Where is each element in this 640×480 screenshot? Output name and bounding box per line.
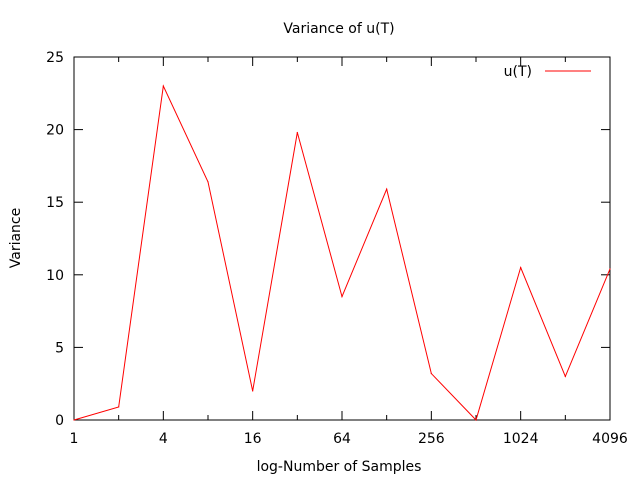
data-point (341, 295, 343, 298)
chart-title: Variance of u(T) (283, 21, 394, 37)
y-tick-label: 0 (55, 413, 64, 429)
data-point (609, 268, 611, 270)
x-tick-label: 1024 (503, 431, 539, 447)
y-tick-label: 15 (46, 195, 64, 211)
x-tick-label: 4096 (592, 431, 628, 447)
legend: u(T) (504, 64, 591, 80)
data-point (520, 266, 522, 269)
data-point (73, 419, 75, 421)
data-point (207, 181, 209, 183)
y-tick-label: 20 (46, 123, 64, 139)
data-point (386, 188, 388, 190)
data-point (564, 375, 566, 378)
x-tick-label: 256 (418, 431, 445, 447)
data-point (252, 390, 254, 392)
data-point (430, 372, 432, 375)
axis-ticks: 1 4 16 64 256 1024 4096 0 5 10 15 20 25 (46, 50, 628, 447)
data-point (118, 406, 120, 408)
x-tick-label: 4 (159, 431, 168, 447)
x-tick-label: 64 (333, 431, 351, 447)
y-tick-label: 25 (46, 50, 64, 66)
y-tick-label: 5 (55, 340, 64, 356)
legend-label: u(T) (504, 64, 532, 80)
series-layer (73, 84, 611, 421)
series-line (73, 84, 611, 421)
x-axis-label: log-Number of Samples (257, 459, 422, 475)
x-tick-label: 1 (70, 431, 79, 447)
data-point (296, 131, 298, 134)
data-point (162, 85, 164, 87)
data-point (475, 419, 477, 421)
y-tick-label: 10 (46, 268, 64, 284)
x-tick-label: 16 (244, 431, 262, 447)
plot-frame (73, 56, 611, 421)
y-axis-label: Variance (8, 208, 24, 268)
